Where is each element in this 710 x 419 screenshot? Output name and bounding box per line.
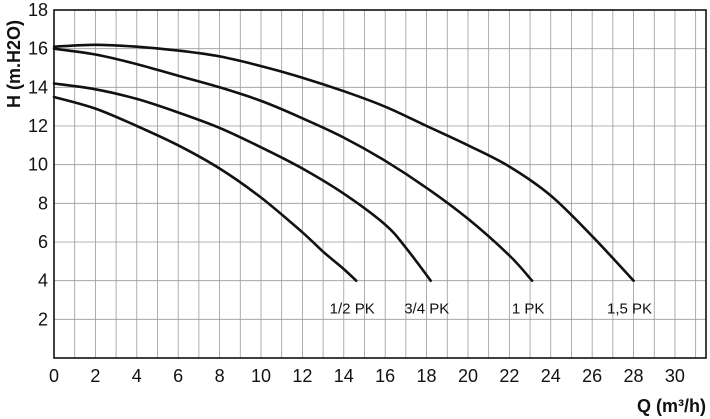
y-tick-label: 16 [28,39,48,59]
curve-1-5-pk [52,43,635,282]
x-tick-label: 24 [541,366,561,386]
curve-1-pk [52,47,534,282]
y-tick-label: 4 [38,271,48,291]
curves [52,43,635,282]
x-tick-label: 4 [132,366,142,386]
curve-3-4-pk [52,82,432,282]
y-axis-title: H (m.H2O) [4,20,24,108]
x-tick-label: 8 [215,366,225,386]
curve-label: 1/2 PK [330,301,375,318]
y-tick-label: 12 [28,116,48,136]
curve-labels: 1/2 PK 3/4 PK 1 PK 1,5 PK [330,301,652,318]
y-tick-label: 18 [28,0,48,20]
y-tick-labels: 2 4 6 8 10 12 14 16 18 [28,0,48,329]
curve-1-2-pk [52,95,358,282]
x-tick-label: 28 [624,366,644,386]
plot-frame [53,9,707,359]
x-tick-labels: 0 2 4 6 8 10 12 14 16 18 20 22 24 26 28 30 [49,366,685,386]
y-tick-label: 10 [28,155,48,175]
x-tick-label: 6 [173,366,183,386]
x-tick-label: 20 [458,366,478,386]
y-tick-label: 2 [38,309,48,329]
x-tick-label: 14 [334,366,354,386]
curve-label: 1,5 PK [607,301,652,318]
x-tick-label: 18 [417,366,437,386]
x-tick-label: 12 [292,366,312,386]
x-tick-label: 10 [251,366,271,386]
x-tick-label: 30 [665,366,685,386]
x-tick-label: 2 [90,366,100,386]
x-axis-title: Q (m³/h) [637,396,706,416]
x-tick-label: 0 [49,366,59,386]
curve-label: 3/4 PK [404,301,449,318]
y-tick-label: 14 [28,77,48,97]
y-tick-label: 6 [38,232,48,252]
x-tick-label: 22 [499,366,519,386]
x-tick-label: 16 [375,366,395,386]
grid-lines [54,10,706,358]
y-tick-label: 8 [38,193,48,213]
curve-label: 1 PK [512,301,545,318]
x-tick-label: 26 [582,366,602,386]
